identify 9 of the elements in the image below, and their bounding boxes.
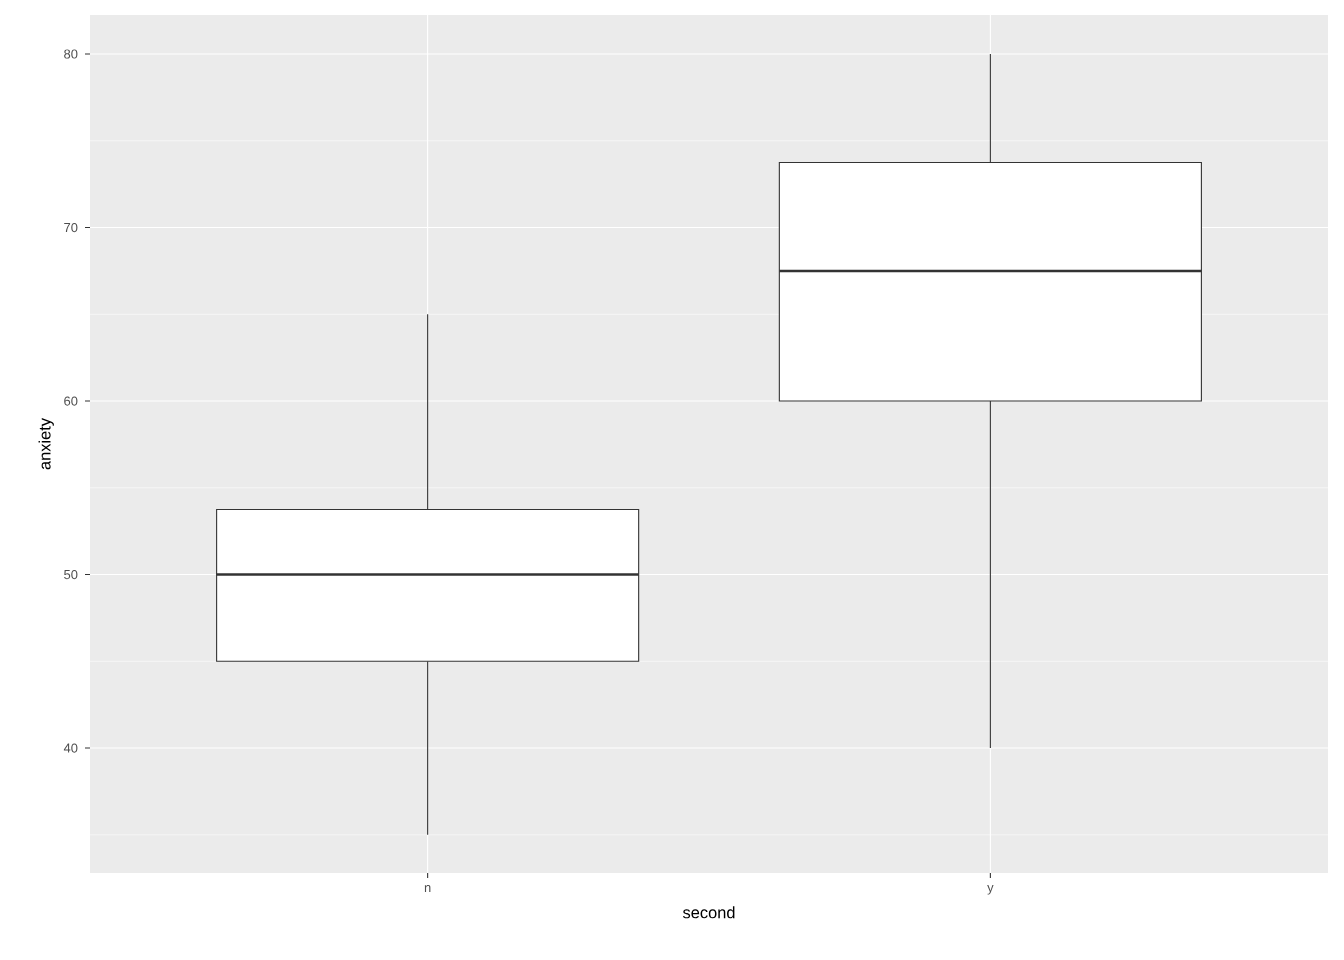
y-tick-label: 60 [64,396,78,406]
x-axis-title: second [682,906,735,919]
y-tick-label: 70 [64,222,78,233]
x-tick-label: y [987,885,994,895]
y-axis-title: anxiety [38,417,54,470]
y-tick-label: 80 [64,49,78,59]
x-tick-label: n [424,885,431,893]
y-tick-label: 40 [63,743,78,753]
y-tick-label: 50 [64,569,78,580]
